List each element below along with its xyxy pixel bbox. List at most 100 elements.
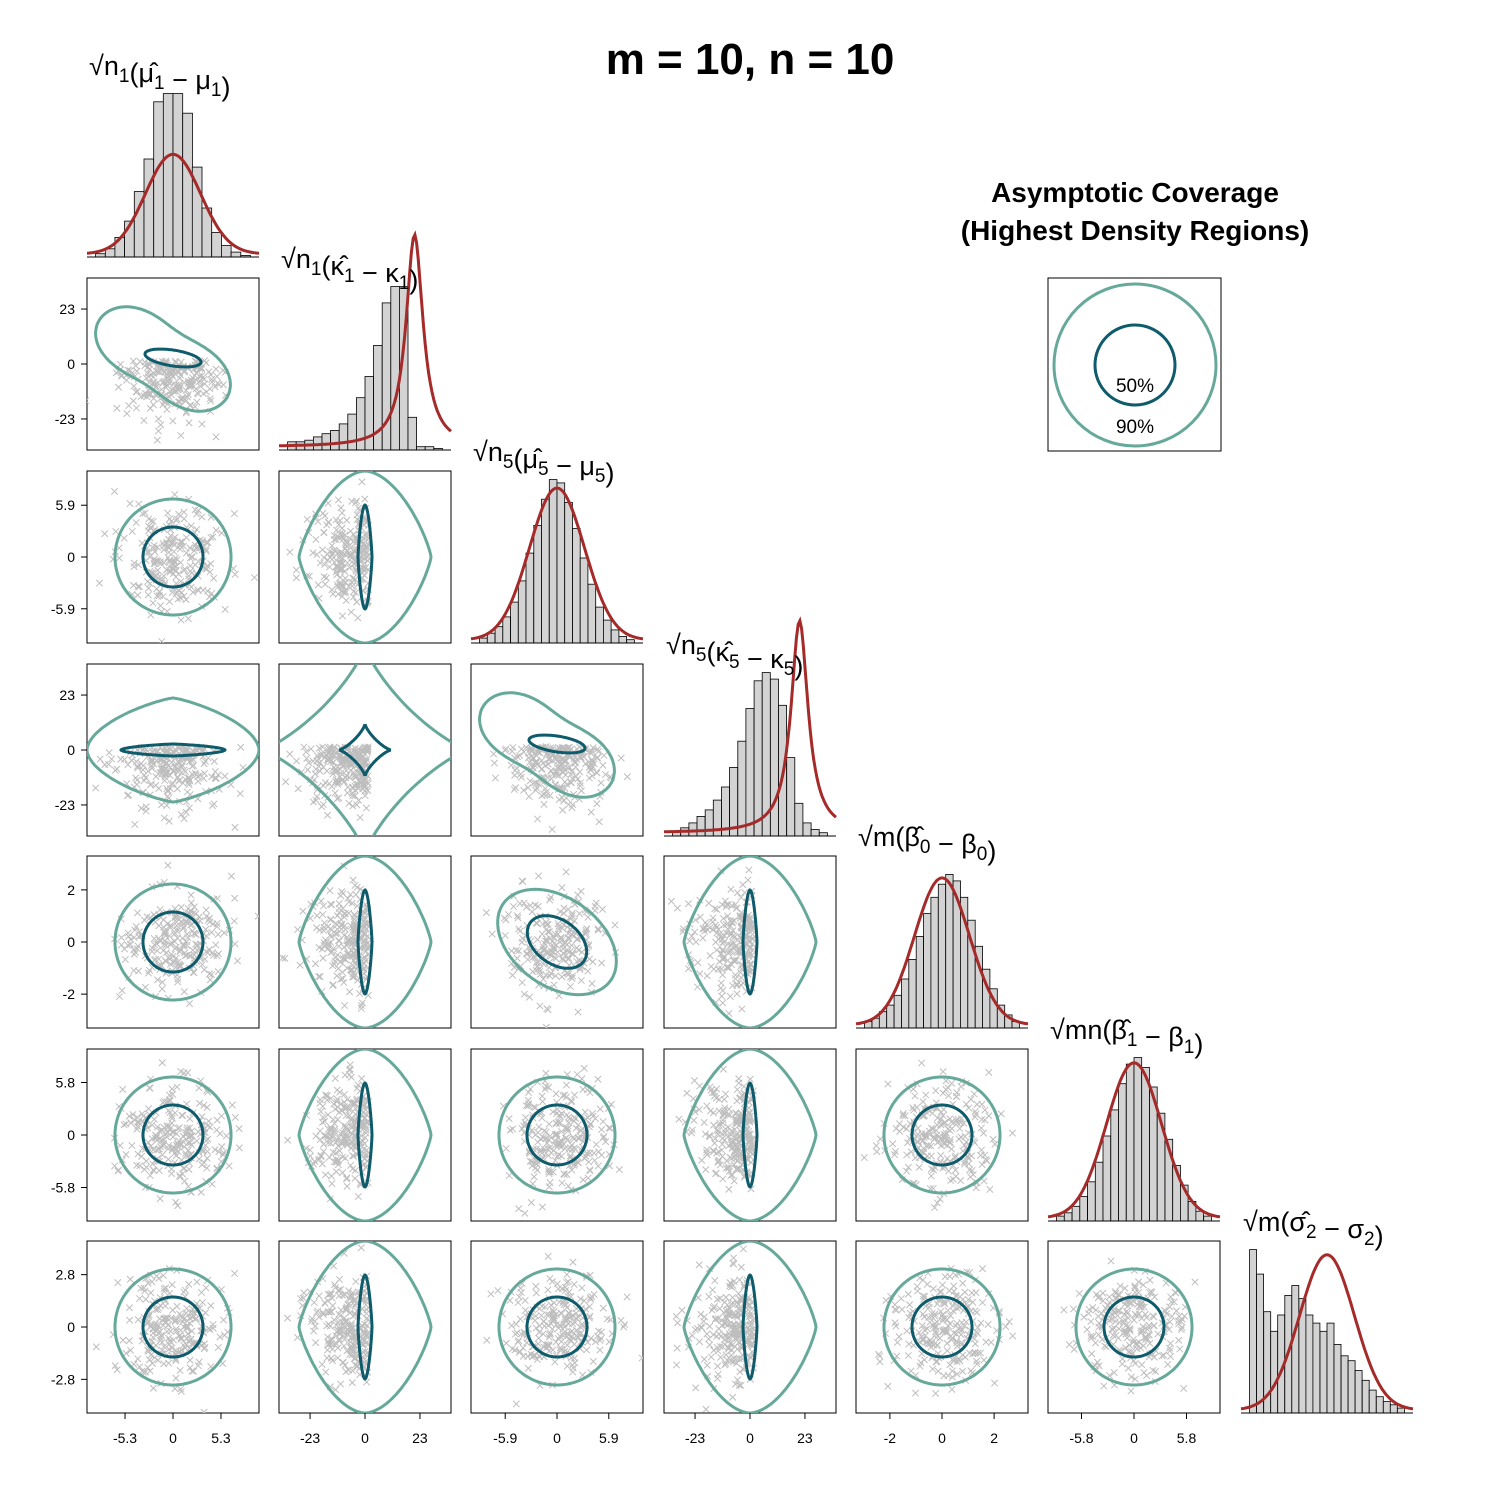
data-point: [937, 1152, 945, 1160]
panel-content: [92, 1265, 239, 1413]
data-point: [134, 1150, 142, 1158]
contour-90: [279, 664, 451, 836]
data-point: [724, 940, 732, 948]
data-point: [284, 1136, 292, 1144]
data-point: [331, 751, 339, 760]
data-point: [195, 378, 203, 386]
data-point: [160, 757, 168, 765]
data-point: [180, 515, 188, 523]
data-point: [584, 967, 592, 975]
data-point: [292, 566, 300, 574]
histogram-bar: [595, 606, 604, 644]
data-point: [350, 1117, 358, 1125]
data-point: [345, 898, 353, 906]
histogram-bar: [556, 482, 566, 644]
data-point: [351, 1099, 359, 1107]
data-point: [907, 1148, 915, 1156]
data-point: [592, 768, 601, 776]
data-point: [521, 1296, 529, 1304]
data-point: [522, 743, 530, 751]
data-point: [516, 900, 524, 908]
data-point: [162, 770, 170, 778]
data-point: [297, 1295, 305, 1303]
scatter-panel-sigma2-vs-kappa1: -23 0 23: [278, 1240, 452, 1446]
label-part: ): [987, 836, 996, 866]
data-point: [171, 357, 179, 365]
data-point: [545, 1183, 553, 1191]
data-point: [546, 754, 554, 762]
data-point: [174, 978, 182, 986]
data-point: [198, 960, 206, 969]
panel-content: [284, 1049, 433, 1221]
data-point: [157, 421, 165, 429]
data-point: [92, 784, 100, 792]
panel-frame: [470, 1048, 644, 1222]
data-point: [362, 804, 370, 812]
data-point: [714, 1315, 722, 1323]
data-point: [231, 570, 239, 578]
data-point: [364, 557, 372, 565]
contour-90: [113, 1075, 233, 1195]
data-point: [564, 1182, 572, 1190]
data-point: [171, 559, 179, 567]
data-point: [177, 1385, 185, 1393]
data-point: [706, 1322, 714, 1330]
data-point: [576, 779, 584, 787]
data-point: [145, 522, 153, 530]
data-point: [145, 966, 154, 974]
data-point: [323, 1346, 332, 1354]
data-point: [341, 567, 349, 575]
data-point: [688, 932, 696, 940]
data-point: [526, 1085, 534, 1093]
data-point: [728, 1283, 736, 1291]
data-point: [509, 902, 518, 911]
data-point: [736, 912, 744, 920]
panel-content: [483, 1252, 643, 1408]
data-point: [235, 1125, 243, 1133]
data-point: [698, 1156, 706, 1164]
data-point: [534, 872, 543, 880]
data-point: [594, 1162, 602, 1170]
label-part: β̂: [1111, 1015, 1132, 1045]
data-point: [179, 1137, 187, 1145]
data-point: [140, 916, 149, 924]
data-point: [158, 1126, 166, 1134]
data-point: [961, 1132, 969, 1141]
data-point: [349, 1099, 357, 1107]
data-point: [336, 566, 345, 574]
data-point: [186, 544, 194, 552]
data-point: [148, 1278, 156, 1286]
diag-panel-beta0: √m(β̂0 − β0): [855, 822, 1029, 1029]
label-part: ): [409, 265, 418, 295]
data-point: [553, 769, 561, 777]
data-point: [690, 1077, 699, 1085]
data-point: [901, 1112, 909, 1120]
data-point: [599, 761, 607, 769]
data-point: [951, 1166, 959, 1174]
data-point: [318, 546, 327, 554]
data-point: [343, 1303, 351, 1311]
data-point: [356, 989, 364, 998]
data-point: [591, 1156, 599, 1165]
data-point: [721, 897, 729, 905]
data-point: [303, 515, 311, 523]
data-point: [329, 758, 337, 767]
data-point: [532, 966, 540, 974]
data-point: [193, 389, 201, 397]
data-point: [527, 1199, 535, 1207]
data-point: [552, 1090, 560, 1098]
histogram-bar: [572, 528, 581, 644]
data-point: [144, 591, 152, 599]
data-point: [711, 905, 719, 913]
data-point: [170, 957, 178, 965]
data-point: [176, 1366, 184, 1374]
data-point: [335, 1275, 344, 1283]
data-point: [129, 581, 138, 589]
data-point: [183, 1334, 191, 1342]
data-point: [944, 1084, 952, 1092]
data-point: [577, 1324, 585, 1332]
y-tick-label: 5.8: [56, 1074, 76, 1090]
data-point: [354, 752, 362, 761]
data-point: [336, 752, 344, 760]
data-point: [524, 955, 532, 964]
